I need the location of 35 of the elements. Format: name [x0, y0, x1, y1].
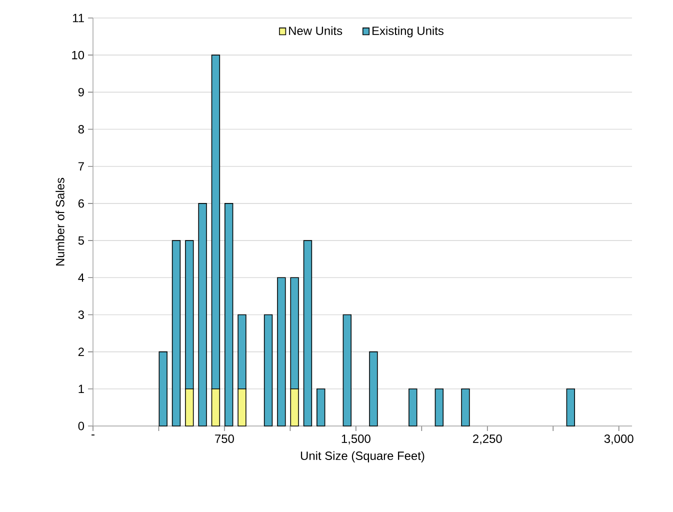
bar	[158, 351, 168, 426]
bar	[303, 240, 312, 426]
bar	[198, 203, 207, 426]
y-tick-label: 11	[72, 14, 84, 22]
y-tick-label: 1	[78, 384, 84, 394]
y-tick-label: 0	[78, 422, 84, 430]
x-tick-label: 750	[215, 434, 234, 443]
bar	[264, 314, 273, 426]
y-tick-label: 7	[78, 162, 84, 170]
y-axis-title: Number of Sales	[56, 178, 64, 266]
bar	[566, 388, 575, 426]
bar	[342, 314, 352, 426]
y-tick-label: 9	[78, 88, 84, 96]
legend-label: Existing Units	[372, 26, 444, 38]
y-tick-label: 5	[78, 236, 84, 245]
bar	[172, 240, 181, 426]
x-axis-title: Unit Size (Square Feet)	[300, 451, 424, 462]
bar	[224, 203, 234, 426]
bar	[434, 388, 444, 426]
x-tick-label: 2,250	[473, 434, 502, 444]
bar	[369, 351, 378, 426]
x-tick-label: 1,500	[342, 434, 370, 444]
bar	[277, 277, 286, 426]
x-tick-label: 3,000	[604, 434, 634, 444]
bar	[408, 388, 418, 426]
bar	[316, 388, 326, 426]
y-tick-label: 2	[78, 348, 84, 356]
y-tick-label: 8	[78, 125, 84, 134]
y-tick-label: 10	[72, 50, 84, 60]
bar	[461, 388, 470, 426]
x-tick-label: -	[92, 434, 94, 436]
y-tick-label: 4	[78, 274, 84, 282]
y-tick-label: 6	[78, 199, 84, 208]
legend-label: New Units	[289, 26, 342, 36]
y-tick-label: 3	[78, 310, 84, 319]
